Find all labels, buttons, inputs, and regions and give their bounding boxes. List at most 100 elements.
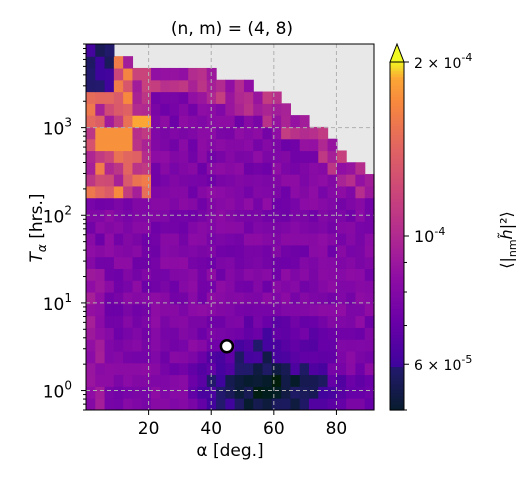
colorbar-segment [390,352,404,356]
colorbar-segment [390,250,404,254]
heatmap-cell [308,221,319,234]
heatmap-cell [271,197,282,211]
heatmap-cell [364,280,375,293]
heatmap-cell [86,162,96,175]
heatmap-cell [188,162,199,175]
heatmap-cell [336,327,347,340]
heatmap-cell [151,209,161,222]
heatmap-cell [151,115,161,128]
colorbar-segment [390,381,404,385]
heatmap-cell [197,115,208,128]
colorbar: 6 × 10-5 10-4 2 × 10-4 [389,42,472,411]
heatmap-cell [141,339,152,352]
heatmap-cell [86,256,96,269]
colorbar-segment [390,160,404,165]
heatmap-cell [299,244,310,258]
heatmap-cell [86,197,96,211]
heatmap-cell [225,138,236,152]
heatmap-cell [318,138,329,152]
heatmap-cell [188,327,199,340]
heatmap-cell [178,303,189,317]
colorbar-segment [390,314,404,318]
heatmap-cell [281,150,291,163]
colorbar-segment [390,299,404,304]
heatmap-cell [234,339,245,352]
heatmap-cell [327,233,338,246]
heatmap-cell [243,303,254,317]
heatmap-cell [327,197,338,211]
heatmap-cell [216,315,226,328]
heatmap-cell [308,327,319,340]
heatmap-cell [95,150,106,163]
heatmap-cell [169,303,180,317]
colorbar-segment [390,325,404,330]
heatmap-cell [225,209,236,222]
heatmap-cell [234,138,245,152]
heatmap-cell [271,233,282,246]
heatmap-cell [86,327,96,340]
heatmap-cell [225,303,236,317]
heatmap-cell [169,256,180,269]
heatmap-cell [104,339,115,352]
heatmap-cell [299,138,310,152]
heatmap-cell [216,327,226,340]
heatmap-cell [132,303,143,317]
heatmap-cell [336,291,347,305]
colorbar-segment [390,238,404,243]
colorbar-segment [390,131,404,136]
heatmap-cell [113,350,124,364]
heatmap-cell [346,174,357,187]
colorbar-segment [390,378,404,382]
colorbar-segment [390,395,404,399]
colorbar-segment [390,389,404,394]
heatmap-cell [253,197,264,211]
heatmap-cell [225,91,236,104]
heatmap-cell [281,174,291,187]
heatmap-cell [281,280,291,293]
heatmap-cell [290,138,301,152]
heatmap-cell [86,56,96,69]
heatmap-cell [104,244,115,258]
heatmap-cell [262,209,273,222]
heatmap-cell [160,138,171,152]
heatmap-cell [197,256,208,269]
heatmap-cell [206,386,217,399]
heatmap-cell [178,138,189,152]
heatmap-cell [160,233,171,246]
heatmap-cell [364,197,375,211]
heatmap-cell [178,268,189,281]
heatmap-cell [160,327,171,340]
heatmap-cell [290,185,301,199]
heatmap-cell [299,197,310,211]
heatmap-cell [243,268,254,281]
heatmap-cell [178,197,189,211]
heatmap-cell [95,56,106,69]
heatmap-cell [104,185,115,199]
heatmap-cell [225,221,236,234]
colorbar-label: ⟨|nmh̃|²⟩ [497,211,519,269]
colorbar-segment [390,128,404,133]
heatmap-cell [86,209,96,222]
heatmap-cell [327,291,338,305]
colorbar-segment [390,363,404,368]
heatmap-cell [169,233,180,246]
heatmap-cell [132,174,143,187]
heatmap-cell [141,79,152,93]
heatmap-cell [355,291,366,305]
heatmap-cell [169,162,180,175]
heatmap-cell [318,350,329,364]
heatmap-cell [299,398,310,411]
heatmap-cell [123,256,134,269]
heatmap-cell [281,126,291,140]
colorbar-segment [390,296,404,301]
heatmap-cell [206,162,217,175]
x-axis-label: α [deg.] [196,441,263,461]
heatmap-cell [262,291,273,305]
heatmap-cell [132,291,143,305]
heatmap-cell [281,115,291,128]
heatmap-cell [355,315,366,328]
colorbar-segment [390,212,404,217]
heatmap-cell [169,103,180,116]
heatmap-cell [290,315,301,328]
heatmap-cell [355,386,366,399]
